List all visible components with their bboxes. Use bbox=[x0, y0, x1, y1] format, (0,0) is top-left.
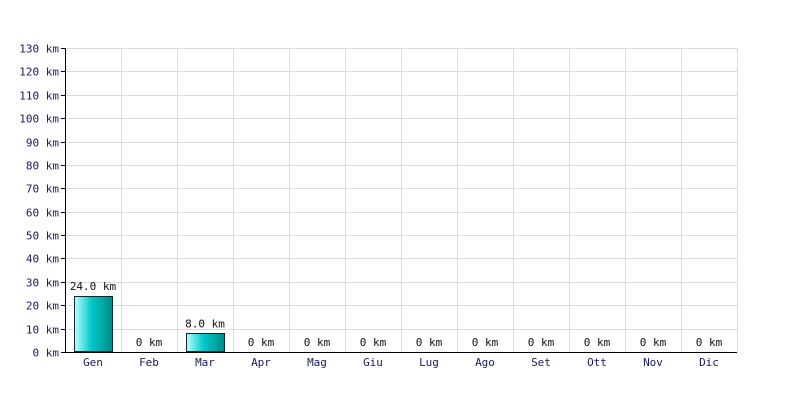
x-tick-label-apr: Apr bbox=[251, 356, 271, 369]
data-label-set: 0 km bbox=[528, 336, 555, 349]
grid bbox=[65, 48, 738, 352]
y-tick-label: 90 km bbox=[26, 137, 59, 150]
y-tick-label: 30 km bbox=[26, 277, 59, 290]
bar-gen bbox=[74, 296, 113, 352]
data-label-apr: 0 km bbox=[248, 336, 275, 349]
y-tick-label: 10 km bbox=[26, 324, 59, 337]
data-label-lug: 0 km bbox=[416, 336, 443, 349]
x-tick-label-giu: Giu bbox=[363, 356, 383, 369]
y-tick-label: 110 km bbox=[19, 90, 59, 103]
x-tick-label-set: Set bbox=[531, 356, 551, 369]
data-label-giu: 0 km bbox=[360, 336, 387, 349]
data-label-gen: 24.0 km bbox=[70, 280, 117, 293]
x-tick-label-gen: Gen bbox=[83, 356, 103, 369]
axes bbox=[61, 48, 737, 353]
data-label-dic: 0 km bbox=[696, 336, 723, 349]
y-tick-label: 80 km bbox=[26, 160, 59, 173]
data-label-ago: 0 km bbox=[472, 336, 499, 349]
data-label-nov: 0 km bbox=[640, 336, 667, 349]
x-tick-label-dic: Dic bbox=[699, 356, 719, 369]
bar-mar bbox=[186, 333, 225, 352]
y-tick-label: 60 km bbox=[26, 207, 59, 220]
y-tick-label: 50 km bbox=[26, 230, 59, 243]
data-label-ott: 0 km bbox=[584, 336, 611, 349]
labels: 0 km 10 km 20 km 30 km 40 km 50 km 60 km 70 km 8… bbox=[19, 43, 722, 370]
x-tick-label-nov: Nov bbox=[643, 356, 663, 369]
x-tick-label-feb: Feb bbox=[139, 356, 159, 369]
y-tick-label: 0 km bbox=[33, 347, 60, 360]
y-tick-label: 40 km bbox=[26, 253, 59, 266]
y-tick-label: 70 km bbox=[26, 183, 59, 196]
data-label-feb: 0 km bbox=[136, 336, 163, 349]
x-tick-label-lug: Lug bbox=[419, 356, 439, 369]
x-tick-label-ott: Ott bbox=[587, 356, 607, 369]
data-label-mar: 8.0 km bbox=[185, 317, 225, 330]
y-tick-label: 100 km bbox=[19, 113, 59, 126]
x-tick-label-ago: Ago bbox=[475, 356, 495, 369]
bars bbox=[74, 296, 225, 352]
y-tick-label: 20 km bbox=[26, 300, 59, 313]
y-tick-label: 120 km bbox=[19, 66, 59, 79]
y-tick-label: 130 km bbox=[19, 43, 59, 56]
x-tick-label-mag: Mag bbox=[307, 356, 327, 369]
x-tick-label-mar: Mar bbox=[195, 356, 215, 369]
data-label-mag: 0 km bbox=[304, 336, 331, 349]
